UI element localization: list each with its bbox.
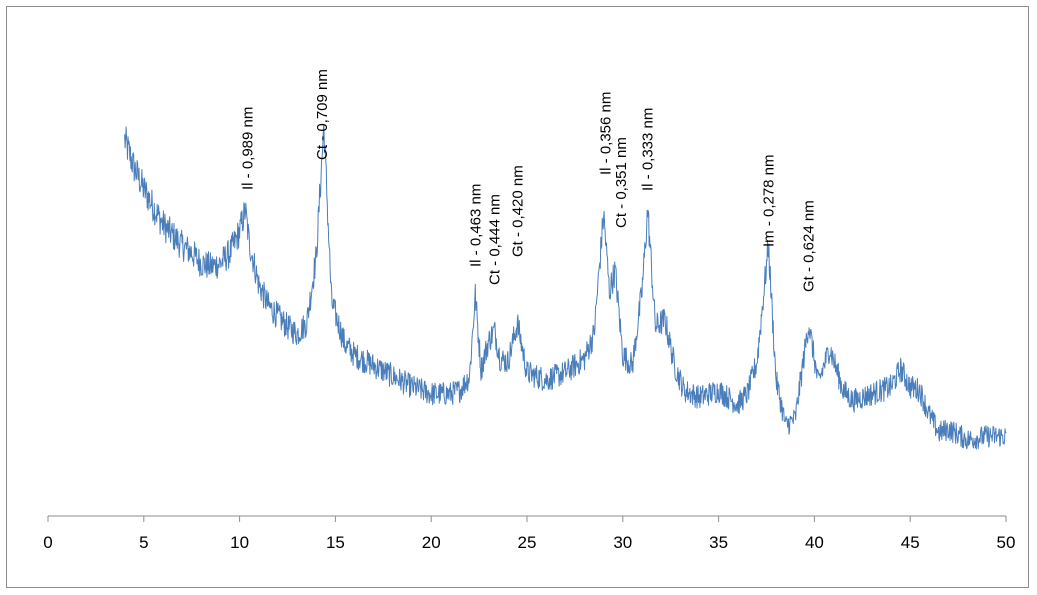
series-line-0 [124, 123, 1007, 450]
x-tick-label: 35 [709, 533, 728, 552]
peak-label: Il - 0,463 nm [467, 184, 484, 267]
x-tick-label: 10 [230, 533, 249, 552]
peak-label: Ct - 0,709 nm [314, 69, 331, 160]
x-tick-label: 45 [901, 533, 920, 552]
peak-label: Gt - 0,624 nm [801, 200, 818, 292]
x-tick-label: 50 [997, 533, 1016, 552]
peak-label: Ct - 0,351 nm [613, 137, 630, 228]
x-tick-label: 0 [43, 533, 52, 552]
x-tick-label: 15 [326, 533, 345, 552]
x-axis: 0 5 10 15 20 25 30 35 40 45 50 [43, 515, 1016, 552]
peak-label: Ct - 0,444 nm [486, 194, 503, 285]
chart-frame [6, 6, 1029, 588]
peak-label: Gt - 0,420 nm [509, 165, 526, 257]
peak-label: Im - 0,278 nm [760, 154, 777, 247]
x-tick-label: 25 [518, 533, 537, 552]
peak-label: Il - 0,356 nm [598, 92, 615, 175]
peak-label: Il - 0,333 nm [640, 108, 657, 191]
series-layer [124, 123, 1007, 450]
x-tick-label: 30 [613, 533, 632, 552]
x-tick-label: 20 [422, 533, 441, 552]
x-tick-label: 40 [805, 533, 824, 552]
x-tick-label: 5 [139, 533, 148, 552]
peak-label: Il - 0,989 nm [239, 107, 256, 190]
